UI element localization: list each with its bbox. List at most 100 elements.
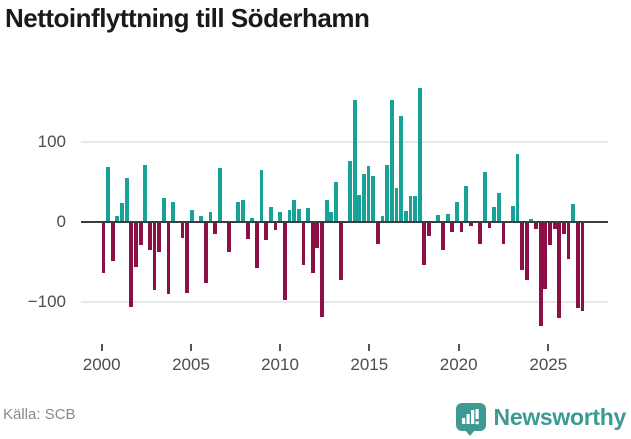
bar bbox=[534, 222, 538, 230]
bar bbox=[329, 211, 334, 222]
bar bbox=[292, 200, 297, 222]
bar bbox=[189, 210, 194, 222]
bar bbox=[101, 222, 106, 274]
bar bbox=[422, 222, 427, 266]
source-label: Källa: SCB bbox=[3, 406, 76, 423]
chart-title: Nettoinflyttning till Söderhamn bbox=[5, 3, 370, 33]
bar bbox=[548, 222, 552, 246]
bar-chart-badge-icon bbox=[455, 403, 486, 436]
bar bbox=[217, 167, 222, 222]
bar bbox=[562, 222, 566, 234]
bar bbox=[278, 212, 283, 222]
bar bbox=[482, 171, 487, 222]
bar bbox=[464, 186, 469, 222]
bar bbox=[315, 222, 320, 249]
bar bbox=[161, 198, 166, 222]
bar bbox=[129, 222, 134, 307]
bar bbox=[362, 174, 366, 222]
bar bbox=[301, 222, 306, 266]
x-axis-label: 2000 bbox=[82, 355, 121, 374]
gridline bbox=[81, 141, 608, 143]
bar bbox=[371, 176, 376, 222]
bar bbox=[203, 222, 208, 283]
bar bbox=[496, 193, 501, 222]
y-axis-label: 0 bbox=[56, 212, 66, 231]
bar bbox=[552, 222, 557, 230]
bar bbox=[255, 222, 259, 268]
bar bbox=[199, 216, 203, 222]
bar bbox=[380, 215, 385, 222]
bar bbox=[208, 211, 213, 222]
bar bbox=[306, 207, 310, 222]
x-axis-tick bbox=[190, 344, 192, 351]
bar bbox=[492, 206, 497, 222]
bar bbox=[375, 222, 380, 244]
bar bbox=[310, 222, 315, 274]
bar bbox=[106, 166, 110, 222]
y-axis-label: 100 bbox=[37, 132, 66, 151]
x-axis-label: 2010 bbox=[261, 355, 299, 374]
bar bbox=[250, 218, 255, 222]
bar bbox=[469, 222, 473, 226]
bar bbox=[357, 194, 362, 222]
bar bbox=[259, 170, 264, 222]
bar bbox=[352, 100, 357, 222]
bar bbox=[171, 202, 176, 222]
x-axis-tick bbox=[279, 344, 281, 351]
bar bbox=[148, 222, 152, 250]
bar bbox=[268, 206, 273, 222]
bar bbox=[324, 200, 329, 222]
bar bbox=[510, 206, 515, 222]
bar bbox=[394, 188, 399, 222]
bar bbox=[408, 196, 413, 222]
y-axis-label: −100 bbox=[27, 292, 66, 311]
bar bbox=[538, 222, 543, 326]
bar bbox=[124, 178, 129, 222]
newsworthy-wordmark: Newsworthy bbox=[493, 403, 627, 430]
bar bbox=[566, 222, 571, 259]
badge-tail bbox=[464, 430, 475, 436]
bar bbox=[120, 202, 124, 222]
bar bbox=[455, 202, 459, 222]
bar bbox=[417, 88, 422, 222]
x-axis-label: 2015 bbox=[350, 355, 389, 374]
bar bbox=[524, 222, 529, 280]
bar bbox=[236, 202, 241, 222]
bar bbox=[282, 222, 287, 300]
bar bbox=[557, 222, 562, 318]
bar-chart-icon bbox=[461, 409, 479, 425]
bar bbox=[264, 222, 269, 240]
bar bbox=[227, 222, 231, 252]
bar bbox=[487, 222, 492, 229]
bar bbox=[334, 182, 338, 222]
bar bbox=[143, 165, 148, 222]
bar bbox=[320, 222, 324, 318]
bar bbox=[413, 195, 417, 222]
bar bbox=[441, 222, 445, 250]
x-axis-tick bbox=[368, 344, 371, 351]
bar bbox=[348, 161, 352, 222]
x-axis-label: 2005 bbox=[172, 355, 210, 374]
bar bbox=[245, 222, 250, 239]
gridline bbox=[81, 301, 608, 303]
bar bbox=[445, 214, 450, 222]
bar bbox=[403, 210, 408, 222]
bar bbox=[436, 214, 441, 222]
bar bbox=[366, 166, 371, 222]
bar bbox=[296, 209, 301, 222]
bar bbox=[450, 222, 455, 232]
bar bbox=[115, 215, 120, 222]
bar bbox=[134, 222, 138, 267]
bar bbox=[459, 222, 464, 233]
x-axis-tick bbox=[457, 344, 460, 351]
bar bbox=[185, 222, 190, 294]
newsworthy-logo: Newsworthy bbox=[455, 400, 627, 436]
bar bbox=[571, 204, 576, 222]
zero-axis-line bbox=[81, 220, 608, 224]
bar bbox=[520, 222, 524, 270]
bar bbox=[338, 222, 343, 280]
x-axis-label: 2020 bbox=[439, 355, 478, 374]
bar bbox=[241, 200, 245, 222]
bar bbox=[501, 222, 506, 244]
